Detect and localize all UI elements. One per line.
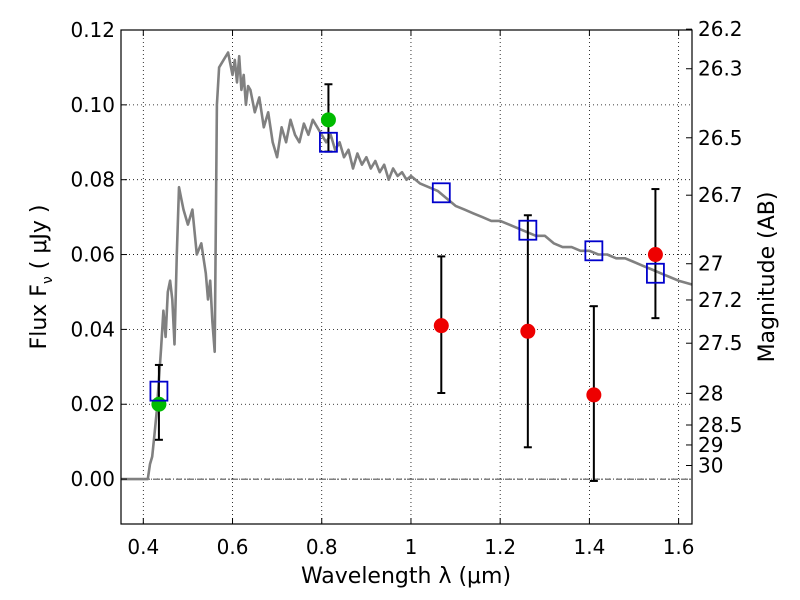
x-tick-label: 1.2 bbox=[484, 535, 516, 559]
x-tick-label: 1 bbox=[405, 535, 418, 559]
y2-tick-label: 28 bbox=[698, 381, 723, 405]
y2-tick-label: 27.2 bbox=[698, 288, 743, 312]
x-tick-label: 1.6 bbox=[663, 535, 695, 559]
y2-tick-label: 30 bbox=[698, 454, 723, 478]
y-tick-label: 0.04 bbox=[70, 317, 115, 341]
open-square bbox=[319, 131, 338, 153]
y-tick-label: 0.00 bbox=[70, 467, 115, 491]
x-tick-label: 0.4 bbox=[127, 535, 159, 559]
x-tick-label: 1.4 bbox=[573, 535, 605, 559]
y2-tick-label: 26.7 bbox=[698, 183, 743, 207]
x-tick-label: 0.6 bbox=[217, 535, 249, 559]
y2-tick-label: 27.5 bbox=[698, 331, 743, 355]
y2-axis-label: Magnitude (AB) bbox=[755, 192, 780, 363]
green-point bbox=[151, 396, 167, 412]
y-ticks: 0.00 0.02 0.04 0.06 0.08 0.10 0.12 bbox=[70, 18, 127, 491]
red-point bbox=[647, 247, 663, 263]
y-tick-label: 0.06 bbox=[70, 243, 115, 267]
red-point bbox=[433, 318, 449, 334]
y-tick-label: 0.08 bbox=[70, 168, 115, 192]
green-points bbox=[151, 112, 336, 412]
y2-tick-label: 26.2 bbox=[698, 17, 743, 41]
open-square bbox=[149, 380, 169, 402]
y-tick-label: 0.02 bbox=[70, 392, 115, 416]
red-point bbox=[586, 387, 602, 403]
y-axis-label-subscript: ν bbox=[40, 276, 56, 284]
y-tick-label: 0.10 bbox=[70, 93, 115, 117]
error-bars bbox=[154, 83, 660, 482]
red-points bbox=[433, 247, 663, 403]
y2-tick-label: 27 bbox=[698, 252, 723, 276]
model-sed-line bbox=[121, 51, 693, 481]
y2-tick-label: 26.5 bbox=[698, 126, 743, 150]
x-ticks: 0.4 0.6 0.8 1 1.2 1.4 1.6 bbox=[127, 30, 695, 559]
green-point bbox=[320, 112, 336, 128]
open-square bbox=[431, 182, 451, 204]
y2-tick-label: 28.5 bbox=[698, 413, 743, 437]
model-sed-layer bbox=[121, 51, 693, 481]
y2-tick-label: 26.3 bbox=[698, 57, 743, 81]
open-square bbox=[518, 219, 538, 241]
x-axis-label: Wavelength λ (μm) bbox=[301, 564, 511, 589]
open-square bbox=[584, 240, 604, 262]
y-axis-label: Flux Fν ( μJy ) bbox=[27, 205, 56, 350]
open-square bbox=[646, 262, 665, 284]
red-point bbox=[520, 323, 536, 339]
y2-tick-label: 29 bbox=[698, 433, 723, 457]
plot-frame bbox=[120, 29, 693, 525]
open-squares bbox=[149, 131, 665, 402]
y-tick-label: 0.12 bbox=[70, 18, 115, 42]
y-axis-label-unit: ( μJy ) bbox=[27, 205, 52, 277]
x-tick-label: 0.8 bbox=[306, 535, 338, 559]
